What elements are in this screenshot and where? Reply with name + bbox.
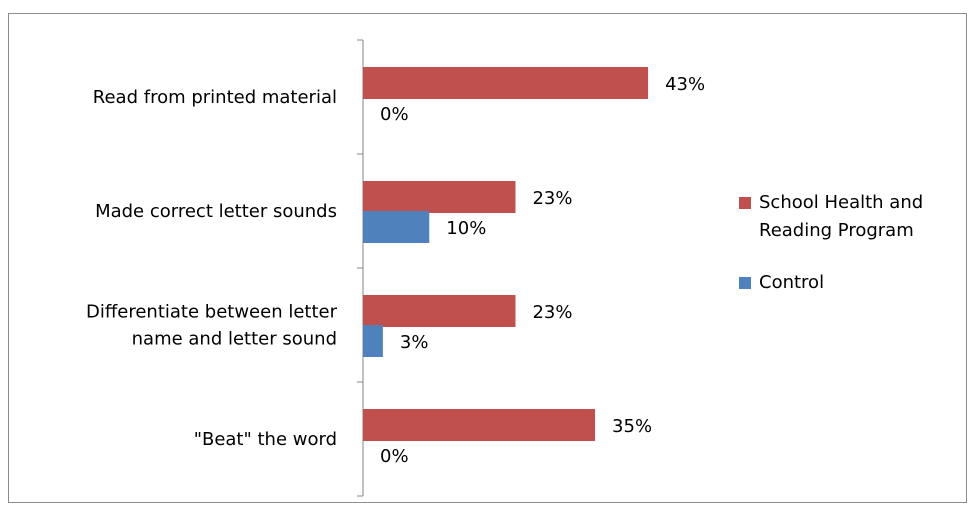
data-label: 43% (665, 74, 705, 95)
category-label-line: Differentiate between letter (86, 302, 338, 323)
category-label: Read from printed material (93, 87, 337, 108)
data-label: 35% (612, 416, 652, 437)
legend-swatch-control (739, 277, 751, 289)
bar-program (363, 409, 596, 441)
category-label-line: name and letter sound (132, 329, 337, 350)
category-label-line: Read from printed material (93, 87, 337, 108)
legend-label-line: School Health and (759, 192, 923, 213)
axis-layer (357, 39, 364, 497)
category-label: Made correct letter sounds (95, 201, 337, 222)
data-label: 23% (532, 188, 572, 209)
legend-label: Control (759, 272, 824, 293)
category-label: "Beat" the word (194, 429, 337, 450)
bar-program (363, 295, 516, 327)
legend-swatch-program (739, 197, 751, 209)
data-label: 0% (380, 446, 409, 467)
labels-layer: Read from printed material Made correct l… (86, 74, 705, 467)
bar-control (363, 325, 383, 357)
data-label: 0% (380, 104, 409, 125)
category-label: Differentiate between letter name and let… (86, 302, 338, 350)
legend-label-line: Control (759, 272, 824, 293)
chart-frame (8, 13, 967, 503)
legend-label-line: Reading Program (759, 220, 914, 241)
data-label: 23% (532, 302, 572, 323)
data-label: 3% (400, 332, 429, 353)
legend-label: School Health and Reading Program (759, 192, 923, 241)
legend: School Health and Reading Program Control (739, 192, 923, 293)
category-label-line: "Beat" the word (194, 429, 337, 450)
category-label-line: Made correct letter sounds (95, 201, 337, 222)
bar-program (363, 67, 649, 99)
bar-control (363, 211, 430, 243)
data-label: 10% (446, 218, 486, 239)
bar-program (363, 181, 516, 213)
bars-layer (363, 67, 649, 441)
